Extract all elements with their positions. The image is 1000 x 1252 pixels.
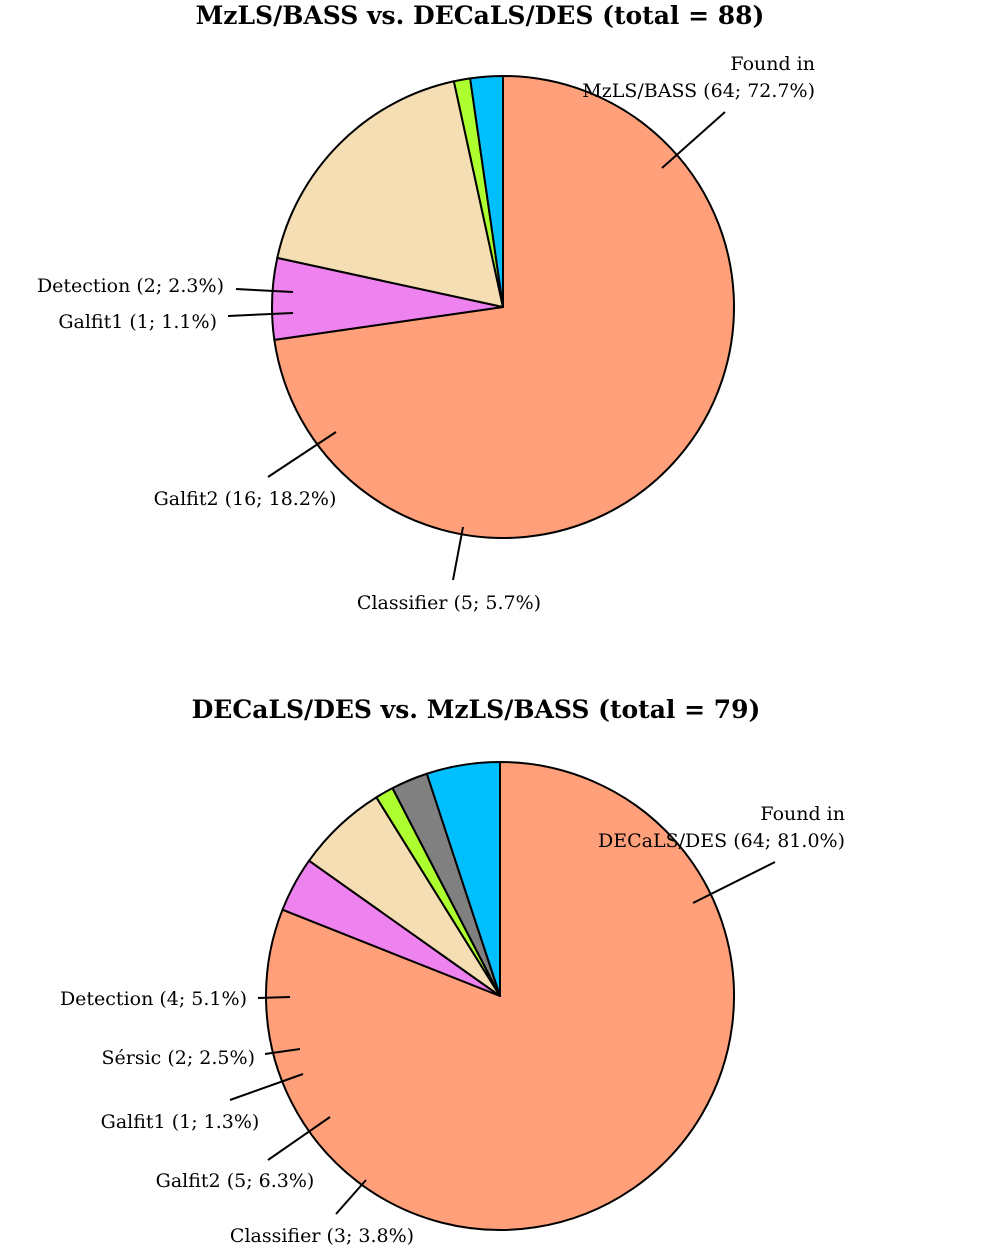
slice-label-found-in: Found in DECaLS/DES (64; 81.0%): [598, 803, 845, 852]
slice-label-detection: Detection (4; 5.1%): [60, 988, 247, 1010]
slice-label-line: Sérsic (2; 2.5%): [102, 1047, 255, 1069]
leader-line-galfit1: [227, 312, 294, 317]
slice-label-line: Galfit2 (5; 6.3%): [156, 1170, 315, 1192]
slice-label-galfit1: Galfit1 (1; 1.3%): [101, 1111, 260, 1133]
slice-label-galfit1: Galfit1 (1; 1.1%): [58, 311, 217, 333]
slice-label-found-in: Found in MzLS/BASS (64; 72.7%): [582, 53, 815, 102]
slice-label-galfit2: Galfit2 (16; 18.2%): [154, 488, 337, 510]
slice-label-line: Galfit2 (16; 18.2%): [154, 488, 337, 510]
slice-label-line: MzLS/BASS (64; 72.7%): [582, 80, 815, 102]
pie-chart-mzls-bass: Found in MzLS/BASS (64; 72.7%) Classifier …: [37, 53, 815, 614]
slice-label-line: DECaLS/DES (64; 81.0%): [598, 830, 845, 852]
slice-label-detection: Detection (2; 2.3%): [37, 275, 224, 297]
slice-label-line: Classifier (3; 3.8%): [230, 1225, 414, 1247]
leader-line-found-in: [692, 861, 776, 904]
slice-label-classifier: Classifier (3; 3.8%): [230, 1225, 414, 1247]
leader-line-galfit2: [267, 1116, 331, 1161]
pie-slice-galfit2: [276, 80, 504, 308]
pie-slice-detection: [425, 761, 501, 997]
chart-title: MzLS/BASS vs. DECaLS/DES (total = 88): [196, 1, 765, 30]
slice-label-line: Found in: [760, 803, 845, 825]
leader-line-detection: [235, 288, 294, 293]
slice-label-line: Found in: [730, 53, 815, 75]
chart-title: DECaLS/DES vs. MzLS/BASS (total = 79): [192, 695, 761, 724]
slice-label-line: Galfit1 (1; 1.1%): [58, 311, 217, 333]
leader-line-detection: [257, 996, 291, 999]
pie-slice-detection: [469, 75, 504, 308]
pie-slice-found-in: [273, 75, 735, 539]
leader-line-s-rsic: [264, 1048, 301, 1055]
leader-line-classifier: [335, 1179, 367, 1215]
slice-label-line: Detection (2; 2.3%): [37, 275, 224, 297]
leader-line-classifier: [452, 526, 464, 581]
slice-label-galfit2: Galfit2 (5; 6.3%): [156, 1170, 315, 1192]
leader-line-found-in: [661, 111, 726, 169]
slice-label-classifier: Classifier (5; 5.7%): [357, 592, 541, 614]
slice-label-line: Detection (4; 5.1%): [60, 988, 247, 1010]
slice-label-s-rsic: Sérsic (2; 2.5%): [102, 1047, 255, 1069]
pie-chart-decals-des: Found in DECaLS/DES (64; 81.0%) Classifier…: [60, 761, 845, 1247]
slice-label-line: Classifier (5; 5.7%): [357, 592, 541, 614]
slice-label-line: Galfit1 (1; 1.3%): [101, 1111, 260, 1133]
leader-line-galfit1: [229, 1073, 304, 1101]
leader-line-galfit2: [267, 431, 337, 478]
